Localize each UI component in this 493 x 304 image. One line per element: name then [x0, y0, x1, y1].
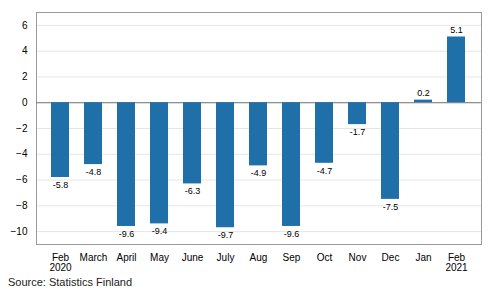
svg-text:March: March: [80, 252, 108, 263]
svg-text:−4: −4: [16, 148, 28, 159]
svg-text:-4.7: -4.7: [317, 166, 333, 176]
svg-text:Oct: Oct: [317, 252, 333, 263]
svg-text:-9.6: -9.6: [119, 229, 135, 239]
svg-text:Sep: Sep: [283, 252, 301, 263]
svg-text:−6: −6: [16, 174, 28, 185]
svg-text:2: 2: [22, 71, 28, 82]
svg-text:−10: −10: [11, 226, 28, 237]
svg-text:0: 0: [22, 97, 28, 108]
svg-text:Dec: Dec: [382, 252, 400, 263]
svg-text:Feb2021: Feb2021: [445, 252, 468, 273]
svg-text:April: April: [116, 252, 136, 263]
svg-text:-7.5: -7.5: [383, 202, 399, 212]
svg-text:6: 6: [22, 20, 28, 31]
svg-text:-9.7: -9.7: [218, 230, 234, 240]
svg-text:July: July: [217, 252, 235, 263]
svg-text:5.1: 5.1: [450, 25, 463, 35]
svg-text:−2: −2: [16, 123, 28, 134]
svg-text:Feb2020: Feb2020: [49, 252, 72, 273]
svg-text:-5.8: -5.8: [53, 180, 69, 190]
svg-text:-1.7: -1.7: [350, 127, 366, 137]
svg-text:May: May: [150, 252, 169, 263]
svg-text:-6.3: -6.3: [185, 186, 201, 196]
svg-text:-4.8: -4.8: [86, 167, 102, 177]
svg-text:-9.6: -9.6: [284, 229, 300, 239]
svg-text:−8: −8: [16, 200, 28, 211]
svg-text:Nov: Nov: [349, 252, 367, 263]
svg-text:-4.9: -4.9: [251, 168, 267, 178]
svg-text:-9.4: -9.4: [152, 226, 168, 236]
svg-text:4: 4: [22, 45, 28, 56]
svg-text:Jan: Jan: [415, 252, 431, 263]
svg-text:Aug: Aug: [250, 252, 268, 263]
html-text:Source: Statistics Finland: Source: Statistics Finland: [8, 276, 133, 288]
svg-text:June: June: [182, 252, 204, 263]
svg-text:0.2: 0.2: [417, 88, 430, 98]
